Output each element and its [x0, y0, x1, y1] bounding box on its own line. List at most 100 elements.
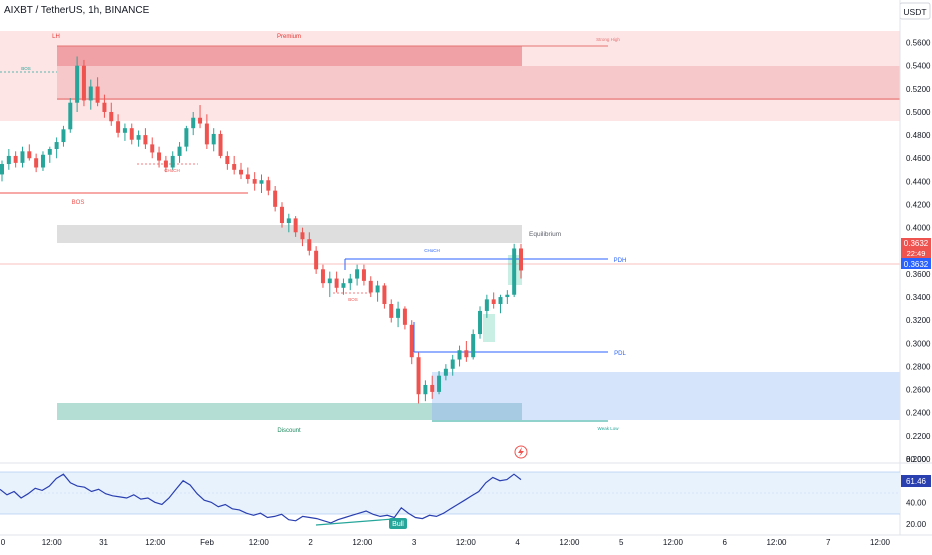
candle: [450, 354, 455, 376]
price-tick-label: 0.3600: [906, 270, 931, 279]
candle: [88, 79, 93, 110]
candle: [402, 306, 407, 330]
bar-countdown: 22:49: [907, 249, 926, 258]
lh-label: LH: [52, 34, 60, 40]
candle: [382, 283, 387, 309]
choch-2-label: CHoCH: [424, 248, 440, 253]
flash-icon[interactable]: [514, 445, 528, 459]
candle: [252, 172, 257, 191]
time-tick-label: 12:00: [663, 538, 684, 547]
pdl-label: PDL: [614, 351, 626, 357]
symbol-title: AIXBT / TetherUS, 1h, BINANCE: [4, 5, 150, 16]
candle: [348, 273, 353, 291]
time-tick-label: 12:00: [145, 538, 166, 547]
candle: [471, 329, 476, 360]
candle: [327, 271, 332, 298]
candle: [416, 352, 421, 404]
price-tick-label: 0.3400: [906, 293, 931, 302]
rsi-tick-label: 80.00: [906, 455, 927, 464]
bull-fvg-box-2: [483, 314, 495, 342]
candle: [143, 128, 148, 149]
discount-label: Discount: [277, 428, 301, 434]
time-tick-label: 5: [619, 538, 624, 547]
rsi-line: [0, 473, 522, 524]
price-tick-label: 0.5000: [906, 108, 931, 117]
candle: [375, 280, 380, 302]
price-tick-label: 0.2000: [906, 455, 931, 464]
time-tick-label: 4: [515, 538, 520, 547]
currency-button[interactable]: USDT: [899, 2, 931, 20]
bull-divergence-line: [315, 518, 394, 526]
current-price-value: 0.3632: [904, 239, 929, 248]
currency-label: USDT: [903, 7, 926, 17]
candle: [177, 142, 182, 163]
candle: [437, 371, 442, 395]
premium-label: Premium: [277, 34, 301, 40]
time-tick-label: 12:00: [352, 538, 373, 547]
candle: [198, 105, 203, 129]
bos-red-label: BOS: [72, 200, 85, 206]
candle: [273, 186, 278, 212]
candle: [20, 146, 25, 168]
price-tick-label: 0.3200: [906, 316, 931, 325]
candle: [484, 294, 489, 318]
pdh-label: PDH: [614, 258, 627, 264]
candle: [61, 125, 66, 147]
price-tick-label: 0.3000: [906, 339, 931, 348]
time-tick-label: 12:00: [870, 538, 891, 547]
candle: [341, 278, 346, 295]
price-tick-label: 0.5600: [906, 39, 931, 48]
strong-high-label: Strong High: [596, 37, 620, 42]
candle: [54, 137, 59, 159]
candle: [334, 271, 339, 293]
price-tick-label: 0.5200: [906, 85, 931, 94]
candle: [13, 151, 18, 168]
current-price-badge: 0.3632 22:49 0.3632: [901, 238, 931, 269]
time-axis[interactable]: 0 12:00 31 12:00 Feb 12:00 2 12:00 3 12:00 4 12:00 5…: [1, 538, 891, 547]
price-tick-label: 0.4800: [906, 131, 931, 140]
price-tick-label: 0.2400: [906, 409, 931, 418]
candle: [286, 213, 291, 233]
time-tick-label: 12:00: [42, 538, 63, 547]
candle: [81, 59, 86, 107]
time-tick-label: 3: [412, 538, 417, 547]
candle: [191, 111, 196, 136]
candle: [109, 102, 114, 126]
candle: [163, 155, 168, 173]
time-tick-label: Feb: [200, 538, 214, 547]
time-tick-label: 12:00: [559, 538, 580, 547]
candle: [457, 345, 462, 367]
candle: [519, 243, 523, 279]
candle: [314, 246, 319, 274]
time-tick-label: 12:00: [766, 538, 787, 547]
candle: [361, 264, 366, 286]
bull-divergence-badge: Bull: [389, 518, 407, 529]
candle: [116, 114, 121, 138]
candle: [157, 146, 162, 168]
structure-lines: [0, 45, 900, 422]
candle: [170, 151, 175, 170]
candle: [184, 125, 189, 152]
bos-small-label: BOS: [21, 66, 31, 71]
time-tick-label: 0: [1, 538, 6, 547]
candle: [266, 176, 271, 196]
price-tick-label: 0.2600: [906, 386, 931, 395]
candle: [27, 144, 32, 161]
current-price-value-2: 0.3632: [904, 260, 929, 269]
candle: [40, 151, 45, 171]
candle: [396, 301, 401, 328]
candle: [430, 375, 435, 399]
candle: [232, 155, 237, 175]
candle: [95, 77, 100, 107]
price-tick-label: 0.2800: [906, 362, 931, 371]
candle: [307, 232, 312, 256]
candles: [0, 56, 523, 404]
candle: [245, 167, 250, 184]
candle: [505, 290, 510, 304]
candle: [0, 160, 4, 182]
candle: [34, 153, 39, 173]
candle: [279, 202, 284, 228]
time-tick-label: 6: [722, 538, 727, 547]
candle: [320, 264, 325, 288]
